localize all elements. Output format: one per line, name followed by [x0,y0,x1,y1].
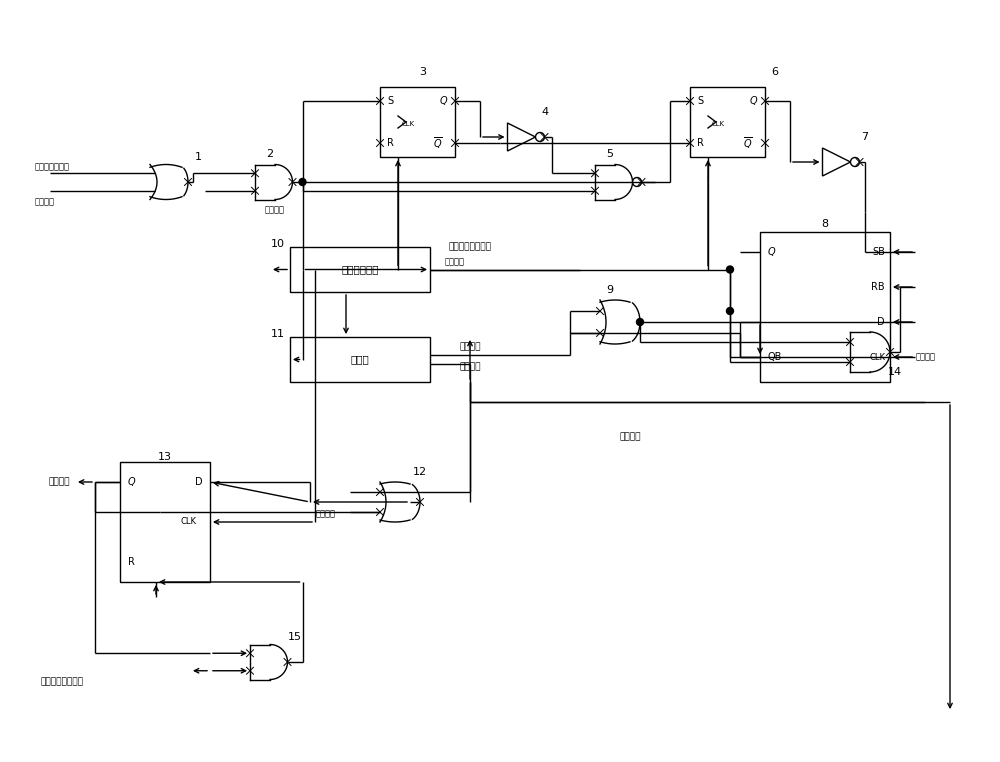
Text: 边沿选择: 边沿选择 [35,197,55,207]
Text: S: S [697,96,703,106]
Text: R: R [128,557,135,567]
Bar [690,87,765,157]
Text: CLK: CLK [712,121,725,127]
Text: 时钟信号: 时钟信号 [445,257,465,266]
Text: 唤醒信号: 唤醒信号 [49,478,70,486]
Text: 1: 1 [195,152,202,162]
Text: $\overline{Q}$: $\overline{Q}$ [433,135,443,151]
Text: 复位信号: 复位信号 [619,433,641,441]
Text: D: D [877,317,885,327]
Text: Q: Q [750,96,758,106]
Text: 4: 4 [541,107,549,117]
Bar [380,87,455,157]
Text: 6: 6 [772,67,778,77]
Text: D: D [195,477,203,487]
Text: 时钟管理模块: 时钟管理模块 [341,264,379,274]
Text: R: R [697,138,704,148]
Text: CLK: CLK [402,121,415,127]
Text: R: R [387,138,394,148]
Text: 12: 12 [413,467,427,477]
Text: Q: Q [128,477,136,487]
Text: 15: 15 [288,632,302,642]
Text: S: S [387,96,393,106]
Text: 时钟信号: 时钟信号 [316,510,336,518]
Text: 输入待检测信号: 输入待检测信号 [35,162,70,171]
Text: 时钟信号: 时钟信号 [916,353,936,361]
Text: 7: 7 [861,132,869,142]
Text: 14: 14 [888,367,902,377]
Circle shape [726,266,734,273]
Text: SB: SB [872,247,885,257]
Circle shape [726,308,734,315]
Text: CLK: CLK [869,353,885,361]
Text: Q: Q [440,96,448,106]
Text: 检测使能: 检测使能 [265,206,285,214]
Bar [760,232,890,382]
Text: Q: Q [768,247,776,257]
Text: 11: 11 [271,329,285,339]
Text: 8: 8 [821,219,829,229]
Text: 3: 3 [419,67,426,77]
Text: 无效脉冲: 无效脉冲 [459,363,481,372]
Circle shape [299,178,306,185]
Text: $\overline{Q}$: $\overline{Q}$ [743,135,753,151]
Text: 唤醒信号清除信号: 唤醒信号清除信号 [40,677,83,687]
Circle shape [637,319,644,325]
Text: RB: RB [871,282,885,292]
Bar [290,247,430,292]
Text: CLK: CLK [180,517,196,527]
Text: 9: 9 [606,285,614,295]
Text: 13: 13 [158,452,172,462]
Text: 唤醒信号有效脉冲: 唤醒信号有效脉冲 [449,242,492,251]
Bar [120,462,210,582]
Text: QB: QB [768,352,782,362]
Text: 计数器: 计数器 [351,354,369,364]
Text: 2: 2 [266,149,274,159]
Text: 10: 10 [271,239,285,249]
Bar [290,337,430,382]
Text: 5: 5 [606,149,614,159]
Text: 唤醒信号: 唤醒信号 [459,342,481,351]
